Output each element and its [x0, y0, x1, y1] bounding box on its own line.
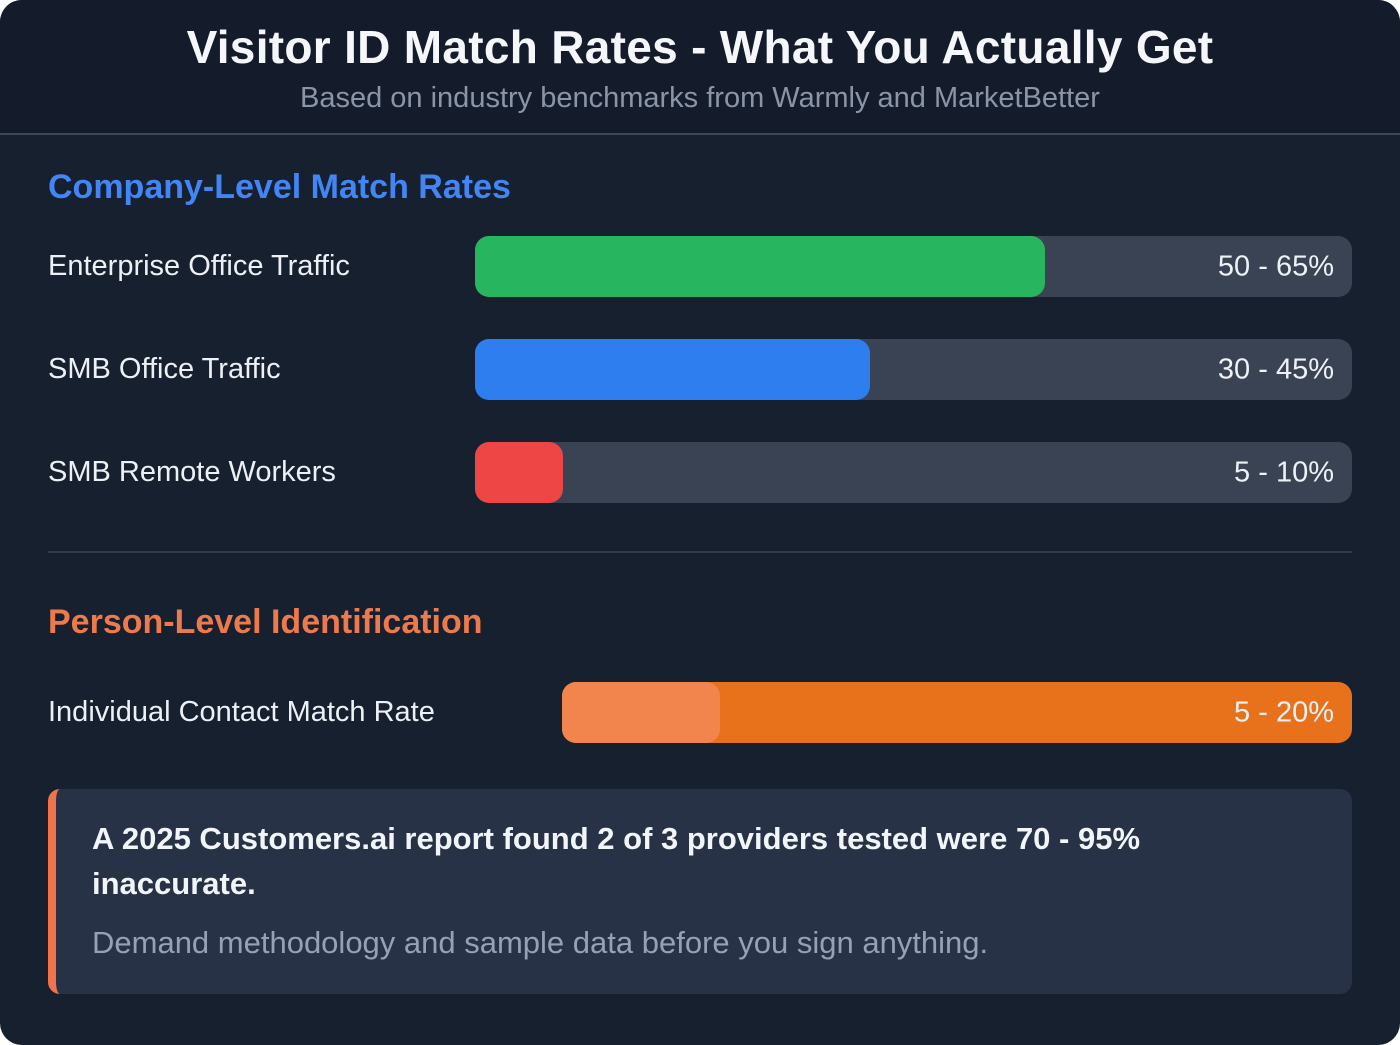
bar-track: 5 - 10% — [475, 442, 1352, 503]
callout-headline: A 2025 Customers.ai report found 2 of 3 … — [92, 821, 1141, 901]
bar-value: 30 - 45% — [1217, 353, 1334, 385]
header: Visitor ID Match Rates - What You Actual… — [0, 0, 1400, 135]
page-title: Visitor ID Match Rates - What You Actual… — [186, 21, 1214, 73]
bar-row-smb-office: SMB Office Traffic 30 - 45% — [48, 339, 1352, 400]
bar-track: 30 - 45% — [475, 339, 1352, 400]
bar-label: SMB Remote Workers — [48, 456, 336, 488]
section-person-level: Person-Level Identification Individual C… — [48, 603, 1352, 743]
callout-warning-box: A 2025 Customers.ai report found 2 of 3 … — [48, 789, 1352, 995]
page-subtitle: Based on industry benchmarks from Warmly… — [300, 82, 1100, 114]
section-title-company: Company-Level Match Rates — [48, 168, 511, 206]
bar-fill — [475, 442, 563, 503]
bar-row-enterprise-office: Enterprise Office Traffic 50 - 65% — [48, 236, 1352, 297]
chart-body: Company-Level Match Rates Enterprise Off… — [0, 168, 1400, 995]
bar-track: 5 - 20% — [562, 682, 1352, 743]
callout-body-text: Demand methodology and sample data befor… — [92, 924, 989, 960]
bar-fill — [475, 339, 870, 400]
section-title-person: Person-Level Identification — [48, 603, 483, 641]
bar-fill — [562, 682, 720, 743]
bar-fill — [475, 236, 1046, 297]
bar-value: 5 - 20% — [1234, 696, 1334, 728]
bar-label: Individual Contact Match Rate — [48, 696, 435, 728]
bar-row-individual-contact: Individual Contact Match Rate 5 - 20% — [48, 682, 1352, 743]
bar-value: 5 - 10% — [1234, 456, 1334, 488]
bar-row-smb-remote: SMB Remote Workers 5 - 10% — [48, 442, 1352, 503]
bar-track: 50 - 65% — [475, 236, 1352, 297]
bar-label: Enterprise Office Traffic — [48, 250, 350, 282]
bar-label: SMB Office Traffic — [48, 353, 281, 385]
section-divider — [48, 551, 1352, 553]
section-company-level: Company-Level Match Rates Enterprise Off… — [48, 168, 1352, 503]
bar-value: 50 - 65% — [1217, 250, 1334, 282]
